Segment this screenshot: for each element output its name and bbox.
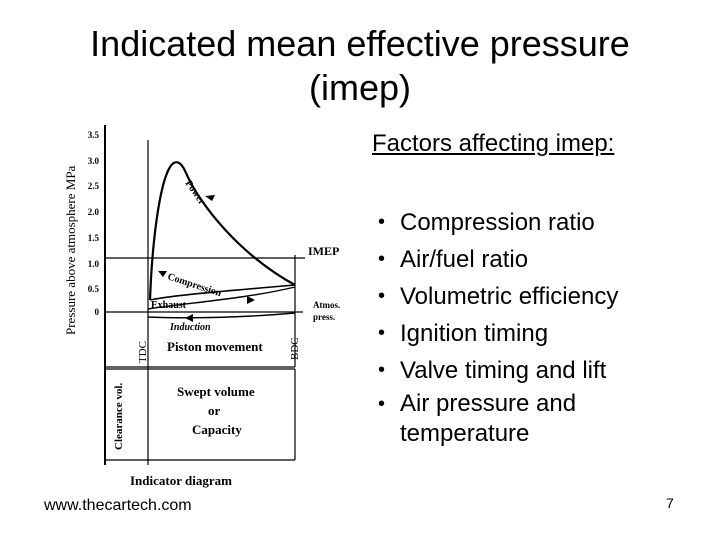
indicator-diagram: Pressure above atmosphere MPa 3.5 3.0 2.… bbox=[63, 125, 340, 488]
list-item: • Compression ratio bbox=[378, 204, 680, 241]
clearance-label: Clearance vol. bbox=[113, 383, 125, 450]
y-tick: 3.5 bbox=[88, 130, 100, 140]
list-item-text: Valve timing and lift bbox=[400, 357, 607, 384]
list-item: • Air pressure and temperature bbox=[378, 389, 680, 449]
bullet-dot: • bbox=[378, 322, 386, 344]
arrow-marker bbox=[185, 314, 193, 322]
piston-movement-label: Piston movement bbox=[167, 339, 263, 354]
diagram-caption: Indicator diagram bbox=[130, 473, 232, 488]
induction-label: Induction bbox=[169, 322, 211, 333]
compression-curve bbox=[149, 284, 296, 301]
atmos-label-line2: press. bbox=[313, 312, 335, 322]
title-line-2: (imep) bbox=[308, 67, 411, 108]
tdc-label: TDC bbox=[137, 341, 149, 363]
list-item: • Air/fuel ratio bbox=[378, 241, 680, 278]
list-item-text: Air/fuel ratio bbox=[400, 246, 529, 273]
list-item-text: Ignition timing bbox=[400, 320, 549, 347]
y-tick: 2.5 bbox=[88, 181, 100, 191]
factors-list: • Compression ratio • Air/fuel ratio • Volu… bbox=[378, 204, 680, 449]
compression-label: Compression bbox=[166, 271, 223, 299]
list-item-text: Compression ratio bbox=[400, 209, 595, 236]
y-tick: 2.0 bbox=[88, 207, 100, 217]
atmos-label-line1: Atmos. bbox=[313, 300, 340, 310]
bdc-label: BDC bbox=[289, 337, 301, 360]
imep-label: IMEP bbox=[308, 244, 339, 258]
arrow-marker bbox=[247, 296, 255, 304]
y-tick: 1.0 bbox=[88, 259, 100, 269]
swept-volume-line1: Swept volume bbox=[177, 384, 255, 399]
title-line-1: Indicated mean effective pressure bbox=[90, 23, 630, 64]
exhaust-label: Exhaust bbox=[151, 300, 187, 311]
swept-volume-line3: Capacity bbox=[192, 422, 242, 437]
bullet-dot: • bbox=[378, 248, 386, 270]
swept-volume-line2: or bbox=[208, 403, 221, 418]
exhaust-curve bbox=[147, 286, 296, 310]
slide-title: Indicated mean effective pressure (imep) bbox=[0, 22, 720, 110]
bullet-dot: • bbox=[378, 359, 386, 381]
bullet-dot: • bbox=[378, 393, 386, 415]
y-tick: 0.5 bbox=[88, 284, 100, 294]
y-tick: 3.0 bbox=[88, 156, 100, 166]
power-curve bbox=[148, 161, 296, 301]
induction-curve bbox=[147, 312, 296, 319]
list-item-text: Air pressure and temperature bbox=[400, 390, 577, 447]
bullet-dot: • bbox=[378, 211, 386, 233]
factors-heading: Factors affecting imep: bbox=[372, 130, 615, 157]
slide-number: 7 bbox=[666, 495, 674, 511]
arrow-marker bbox=[205, 195, 215, 201]
y-tick: 1.5 bbox=[88, 233, 100, 243]
bullet-dot: • bbox=[378, 285, 386, 307]
list-item: • Ignition timing bbox=[378, 315, 680, 352]
y-axis-label: Pressure above atmosphere MPa bbox=[63, 165, 78, 335]
arrow-marker bbox=[158, 271, 167, 277]
list-item-text: Volumetric efficiency bbox=[400, 283, 619, 310]
footer-url: www.thecartech.com bbox=[44, 497, 192, 514]
list-item: • Volumetric efficiency bbox=[378, 278, 680, 315]
y-tick: 0 bbox=[95, 307, 100, 317]
list-item: • Valve timing and lift bbox=[378, 352, 680, 389]
